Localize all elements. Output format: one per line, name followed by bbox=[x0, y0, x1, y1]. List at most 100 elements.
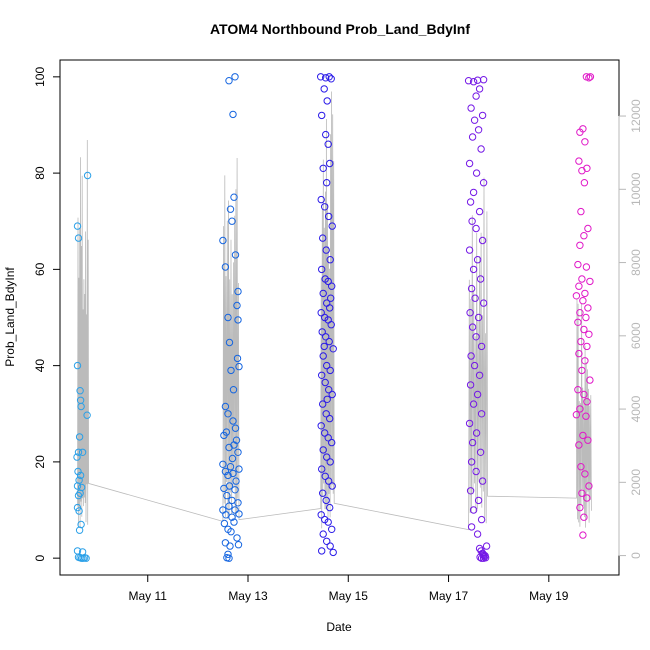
data-point bbox=[318, 465, 326, 473]
data-point bbox=[585, 74, 593, 82]
data-point bbox=[317, 422, 325, 430]
data-point bbox=[220, 519, 229, 528]
data-point bbox=[82, 554, 90, 562]
data-point bbox=[231, 73, 239, 81]
plot-frame bbox=[59, 59, 620, 576]
data-point bbox=[468, 133, 477, 141]
data-point bbox=[73, 222, 82, 230]
data-point bbox=[482, 542, 491, 550]
data-point bbox=[223, 491, 231, 500]
data-point bbox=[224, 471, 232, 480]
data-point bbox=[478, 111, 487, 120]
data-point bbox=[325, 386, 333, 394]
data-point bbox=[221, 539, 230, 547]
data-point bbox=[477, 515, 486, 524]
data-point bbox=[580, 325, 588, 334]
data-point bbox=[473, 76, 482, 84]
data-point bbox=[73, 453, 81, 461]
data-point bbox=[225, 502, 233, 510]
data-point bbox=[73, 503, 82, 512]
data-point bbox=[327, 321, 335, 329]
data-point bbox=[572, 411, 581, 419]
data-point bbox=[319, 530, 327, 538]
data-point bbox=[575, 282, 583, 290]
data-point bbox=[234, 287, 242, 296]
data-point bbox=[318, 328, 326, 336]
data-point bbox=[474, 496, 483, 505]
data-point bbox=[575, 157, 583, 165]
data-point bbox=[318, 111, 326, 120]
data-point bbox=[328, 390, 336, 399]
data-point bbox=[473, 390, 482, 399]
data-point bbox=[77, 402, 85, 411]
data-point bbox=[231, 506, 239, 514]
data-point bbox=[481, 552, 489, 560]
data-point bbox=[219, 236, 227, 245]
data-point bbox=[76, 387, 84, 395]
data-point bbox=[467, 284, 476, 293]
y2-tick-label: 12000 bbox=[629, 99, 643, 133]
data-point bbox=[477, 342, 486, 351]
data-point bbox=[323, 361, 331, 370]
data-point bbox=[225, 77, 233, 85]
data-point bbox=[578, 366, 586, 375]
data-point bbox=[580, 232, 588, 240]
data-point bbox=[329, 345, 337, 353]
data-point bbox=[326, 503, 334, 512]
data-point bbox=[478, 236, 487, 245]
secondary-series-line bbox=[77, 91, 592, 531]
data-point bbox=[73, 361, 82, 370]
data-point bbox=[465, 419, 474, 428]
x-tick-label: May 17 bbox=[429, 589, 469, 603]
data-point bbox=[326, 256, 334, 264]
data-point bbox=[324, 140, 332, 148]
data-point bbox=[472, 224, 480, 233]
data-point bbox=[586, 277, 594, 286]
data-point bbox=[326, 159, 334, 168]
data-point bbox=[468, 323, 477, 331]
data-point bbox=[464, 77, 473, 85]
data-point bbox=[83, 411, 91, 419]
data-point bbox=[323, 97, 331, 105]
data-point bbox=[75, 433, 84, 441]
data-point bbox=[325, 73, 333, 81]
data-point bbox=[585, 330, 593, 338]
data-point bbox=[74, 448, 83, 456]
data-point bbox=[231, 251, 240, 259]
data-point bbox=[229, 417, 237, 425]
data-point bbox=[78, 448, 87, 456]
data-point bbox=[221, 467, 230, 476]
data-point bbox=[574, 386, 582, 394]
data-point bbox=[475, 85, 484, 93]
x-tick-label: May 11 bbox=[129, 589, 168, 603]
x-tick-label: May 19 bbox=[529, 589, 569, 603]
data-point bbox=[469, 188, 478, 197]
data-point bbox=[322, 410, 330, 418]
data-point bbox=[231, 486, 239, 494]
data-point bbox=[318, 371, 326, 379]
data-point bbox=[473, 530, 482, 538]
data-point bbox=[219, 460, 227, 468]
y2-tick-label: 8000 bbox=[629, 249, 643, 276]
data-point bbox=[580, 513, 588, 521]
data-point bbox=[229, 110, 237, 119]
data-point bbox=[466, 487, 475, 495]
data-point bbox=[317, 511, 325, 519]
data-point bbox=[579, 125, 587, 133]
data-point bbox=[469, 400, 478, 408]
data-point bbox=[477, 145, 485, 153]
data-point bbox=[319, 164, 327, 173]
data-point bbox=[580, 179, 589, 187]
y2-tick-label: 6000 bbox=[629, 322, 643, 349]
data-point bbox=[577, 463, 585, 471]
data-point bbox=[328, 282, 336, 290]
y-axis-label: Prob_Land_BdyInf bbox=[3, 267, 17, 367]
data-point bbox=[326, 304, 334, 312]
data-point bbox=[227, 528, 235, 536]
data-point bbox=[321, 378, 329, 387]
data-point bbox=[225, 338, 234, 347]
data-point bbox=[322, 246, 330, 254]
data-point bbox=[321, 472, 329, 480]
data-point bbox=[322, 130, 330, 139]
data-point bbox=[74, 467, 82, 476]
